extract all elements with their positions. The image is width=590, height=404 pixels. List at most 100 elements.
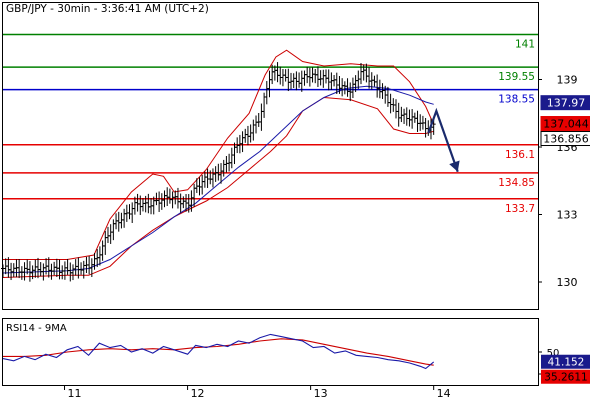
price-bar — [318, 70, 323, 86]
price-bar — [1, 264, 5, 278]
price-bar — [202, 171, 207, 188]
price-bar — [275, 62, 280, 83]
price-bar — [302, 70, 307, 86]
price-bar — [103, 230, 108, 255]
rsi-y-tick-label-50: 50 — [547, 348, 560, 359]
price-bar — [221, 159, 226, 177]
price-badges: 137.97 137.044 136.856 41.152 35.2611 — [540, 95, 590, 384]
badge-price: 136.856 — [540, 131, 590, 147]
price-bar — [108, 224, 113, 244]
x-tick-label-12: 12 — [191, 387, 205, 400]
price-bar — [324, 69, 329, 84]
rsi-badge-rsi_ma: 35.2611 — [541, 369, 590, 384]
rsi-lines — [2, 333, 435, 370]
main-panel-frame — [2, 2, 539, 310]
price-bar — [396, 102, 401, 127]
badge-box-bollinger — [540, 116, 590, 132]
price-bar — [130, 202, 135, 223]
price-bar — [256, 112, 261, 127]
price-bar — [358, 63, 363, 85]
badge-box-moving_average — [540, 95, 590, 111]
price-bar — [267, 70, 272, 98]
price-bar — [248, 124, 253, 143]
price-bar — [52, 261, 57, 276]
price-bar — [415, 110, 420, 132]
price-bar — [305, 66, 310, 84]
price-bar — [127, 204, 132, 220]
price-bar — [264, 81, 269, 105]
price-bar — [22, 262, 27, 281]
y-tick-label-133: 133 — [557, 209, 578, 222]
price-bar — [388, 93, 393, 114]
price-bar — [210, 168, 215, 188]
bollinger-lower-line — [2, 96, 434, 278]
price-bar — [299, 70, 304, 92]
price-bar — [356, 70, 361, 89]
bollinger-upper-line — [3, 49, 435, 260]
price-bar — [232, 142, 237, 165]
moving-average-line — [2, 85, 434, 274]
badge-box-price — [540, 131, 590, 147]
level-label-134.85: 134.85 — [498, 177, 535, 189]
price-bar — [173, 190, 178, 205]
price-bar — [81, 260, 86, 279]
price-bar — [87, 256, 92, 275]
price-bar — [418, 114, 423, 131]
y-tick-label-130: 130 — [557, 276, 578, 289]
price-bar — [194, 178, 199, 193]
axes: 130133136139305011121314 — [64, 74, 578, 400]
price-bar — [60, 265, 65, 280]
x-tick-label-11: 11 — [68, 387, 82, 400]
price-bar — [310, 67, 315, 83]
price-bar — [393, 99, 398, 119]
price-bar — [402, 108, 407, 124]
price-bar — [313, 68, 318, 84]
level-lines: 141 139.55 138.55 136.1 134.85 133.7 — [3, 33, 538, 215]
rsi-badge-label-rsi: 41.152 — [548, 357, 585, 369]
badge-moving_average: 137.97 — [540, 95, 590, 111]
price-candles — [1, 62, 436, 282]
level-label-139.55: 139.55 — [498, 71, 535, 83]
price-bar — [68, 262, 73, 282]
price-bar — [105, 226, 110, 243]
price-bar — [251, 119, 256, 141]
price-bar — [100, 240, 105, 261]
price-bar — [140, 198, 145, 212]
indicator-lines — [2, 49, 435, 278]
price-bar — [33, 259, 38, 278]
price-bar — [332, 75, 337, 87]
price-bar — [19, 266, 24, 280]
price-bar — [367, 67, 372, 89]
price-bar — [122, 208, 127, 228]
rsi-line — [2, 333, 435, 370]
price-bar — [65, 258, 70, 275]
price-bar — [342, 81, 347, 95]
price-bar — [407, 109, 412, 127]
price-bar — [410, 109, 415, 129]
price-bar — [372, 75, 377, 87]
price-bar — [197, 177, 202, 196]
price-bar — [73, 259, 78, 276]
price-bar — [111, 219, 116, 241]
price-bar — [205, 168, 210, 188]
badge-bollinger: 137.044 — [540, 116, 590, 132]
price-bar — [178, 193, 183, 213]
rsi-ma-line — [3, 338, 434, 366]
rsi-badge-rsi: 41.152 — [541, 354, 590, 369]
price-bar — [38, 262, 43, 277]
price-bar — [315, 66, 320, 88]
price-bar — [240, 131, 245, 153]
rsi-badge-label-rsi_ma: 35.2611 — [544, 372, 587, 384]
price-bar — [375, 74, 380, 98]
price-bar — [35, 257, 40, 279]
price-bar — [283, 69, 288, 82]
rsi-badge-box-rsi — [541, 354, 590, 369]
price-bar — [286, 68, 291, 92]
price-bar — [345, 78, 350, 97]
price-bar — [280, 69, 285, 87]
price-bar — [291, 73, 296, 89]
forecast-arrow-line — [427, 107, 459, 173]
price-bar — [135, 193, 140, 212]
price-bar — [254, 115, 259, 134]
